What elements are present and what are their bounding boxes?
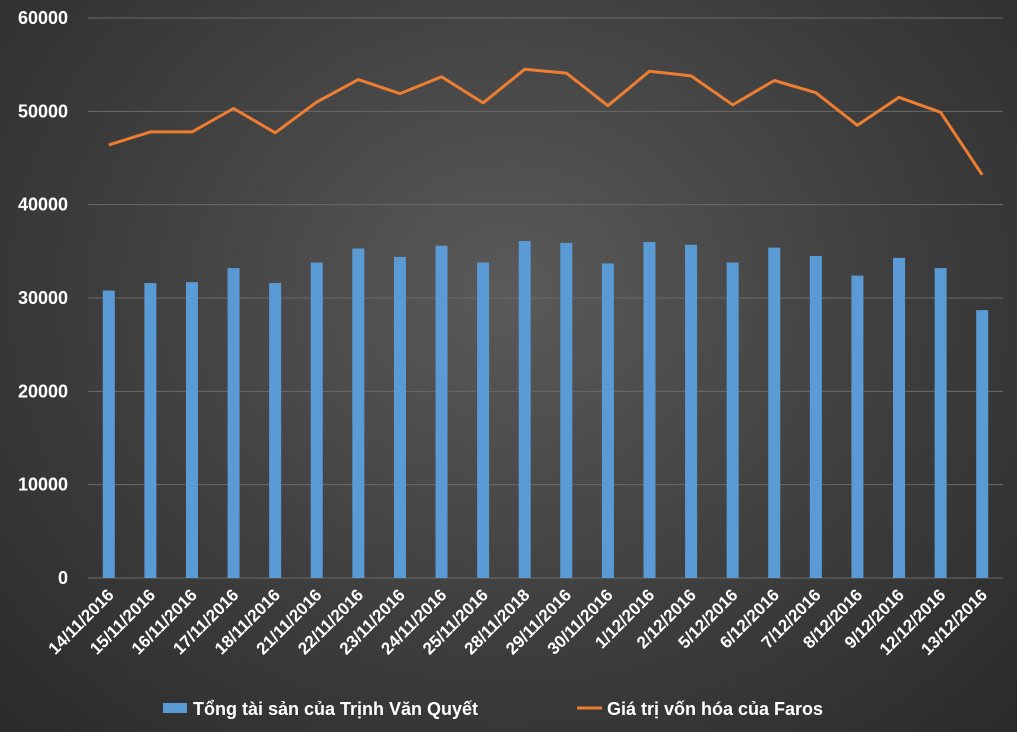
- bar: [393, 256, 406, 578]
- bar-series: [102, 241, 989, 579]
- bar: [809, 256, 822, 578]
- bar: [643, 242, 656, 578]
- bar: [144, 283, 157, 578]
- gridlines: [88, 17, 1003, 579]
- legend-bar-label: Tổng tài sản của Trịnh Văn Quyết: [193, 699, 478, 719]
- y-tick-label: 40000: [18, 195, 68, 215]
- legend: Tổng tài sản của Trịnh Văn Quyết Giá trị…: [163, 699, 823, 719]
- bar: [851, 275, 864, 578]
- bar: [768, 247, 781, 578]
- bar: [976, 310, 989, 578]
- bar: [185, 282, 198, 578]
- y-tick-label: 0: [58, 568, 68, 588]
- bar: [893, 257, 906, 578]
- bar: [269, 283, 282, 578]
- bar: [934, 268, 947, 578]
- bar: [518, 241, 531, 579]
- bar: [601, 263, 614, 578]
- bar: [560, 242, 573, 578]
- bar: [227, 268, 240, 578]
- x-axis-ticks: 14/11/201615/11/201616/11/201617/11/2016…: [45, 585, 991, 659]
- bar: [352, 248, 365, 579]
- line-series: [108, 67, 984, 176]
- y-tick-label: 50000: [18, 101, 68, 121]
- bar: [310, 262, 323, 578]
- y-tick-label: 30000: [18, 288, 68, 308]
- bar: [726, 262, 739, 578]
- bar: [685, 244, 698, 579]
- bar: [102, 290, 115, 578]
- line-series-path: [108, 67, 984, 176]
- y-tick-label: 20000: [18, 381, 68, 401]
- legend-line-label: Giá trị vốn hóa của Faros: [607, 699, 823, 719]
- y-tick-label: 60000: [18, 8, 68, 28]
- bar: [435, 245, 448, 578]
- legend-bar-swatch: [163, 703, 187, 713]
- y-tick-label: 10000: [18, 475, 68, 495]
- bar: [477, 262, 490, 578]
- y-axis-ticks: 0 10000 20000 30000 40000 50000 60000: [18, 8, 68, 588]
